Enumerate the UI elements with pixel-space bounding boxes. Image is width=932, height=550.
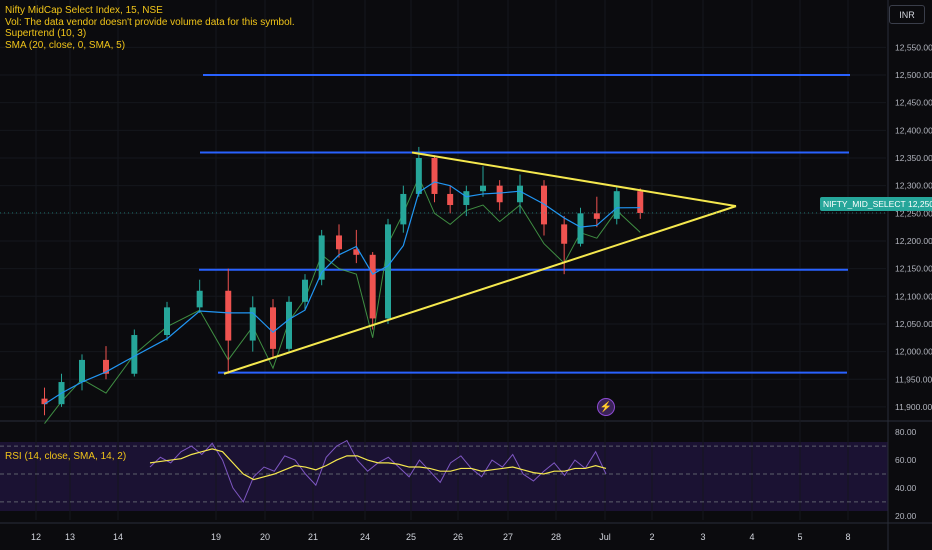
- grid: [0, 0, 886, 520]
- candle-body[interactable]: [249, 307, 256, 341]
- chart-legend: Nifty MidCap Select Index, 15, NSE Vol: …: [5, 5, 295, 51]
- time-axis-tick-5: 21: [308, 532, 318, 542]
- candle-body[interactable]: [318, 235, 325, 280]
- candle-body[interactable]: [336, 235, 342, 250]
- time-axis-tick-0: 12: [31, 532, 41, 542]
- candle-body[interactable]: [613, 191, 620, 219]
- time-axis-tick-1: 13: [65, 532, 75, 542]
- candle-body[interactable]: [270, 307, 276, 349]
- sma-label[interactable]: SMA (20, close, 0, SMA, 5): [5, 39, 126, 51]
- candle-body[interactable]: [41, 398, 48, 405]
- rsi-axis-tick-1: 60.00: [895, 455, 917, 465]
- time-axis-tick-13: 3: [700, 532, 705, 542]
- time-axis-tick-11: Jul: [599, 532, 611, 542]
- candle-body[interactable]: [225, 290, 232, 341]
- time-axis-tick-10: 28: [551, 532, 561, 542]
- candle-body[interactable]: [302, 279, 308, 302]
- time-axis-tick-14: 4: [749, 532, 754, 542]
- price-axis-tick-12: 11,950.00: [895, 374, 932, 384]
- candle-body[interactable]: [577, 213, 584, 244]
- time-axis-tick-2: 14: [113, 532, 123, 542]
- time-axis-tick-3: 19: [211, 532, 221, 542]
- price-axis-tick-1: 12,500.00: [895, 70, 932, 80]
- candle-body[interactable]: [447, 193, 454, 206]
- candle-body[interactable]: [561, 224, 568, 244]
- candle-body[interactable]: [369, 254, 376, 319]
- last-price-value: 12,250.60: [908, 199, 932, 209]
- price-axis-tick-7: 12,200.00: [895, 236, 932, 246]
- price-axis-tick-3: 12,400.00: [895, 125, 932, 135]
- symbol-tag-label: NIFTY_MID_SELECT: [823, 199, 906, 209]
- candle-body[interactable]: [431, 158, 438, 194]
- candle-body[interactable]: [353, 249, 360, 255]
- price-axis-tick-5: 12,300.00: [895, 181, 932, 191]
- rsi-ma-line: [149, 448, 607, 481]
- price-axis-tick-6: 12,250.00: [895, 208, 932, 218]
- sma-line: [44, 181, 641, 405]
- triangle-upper-trendline[interactable]: [411, 151, 737, 208]
- price-axis-tick-2: 12,450.00: [895, 98, 932, 108]
- candle-body[interactable]: [196, 290, 203, 308]
- price-axis-tick-13: 11,900.00: [895, 402, 932, 412]
- time-axis-tick-8: 26: [453, 532, 463, 542]
- currency-selector[interactable]: INR: [889, 5, 925, 24]
- price-axis-tick-9: 12,100.00: [895, 291, 932, 301]
- price-axis-tick-4: 12,350.00: [895, 153, 932, 163]
- lightning-icon[interactable]: ⚡: [597, 398, 615, 416]
- rsi-axis-tick-3: 20.00: [895, 511, 917, 521]
- candle-body[interactable]: [131, 335, 138, 374]
- supertrend-label[interactable]: Supertrend (10, 3): [5, 28, 87, 39]
- candle-body[interactable]: [541, 185, 547, 225]
- candle-body[interactable]: [496, 185, 503, 203]
- candle-body[interactable]: [415, 158, 422, 194]
- price-axis-tick-0: 12,550.00: [895, 42, 932, 52]
- rsi-axis-tick-2: 40.00: [895, 483, 917, 493]
- time-axis-tick-6: 24: [360, 532, 370, 542]
- symbol-title[interactable]: Nifty MidCap Select Index, 15, NSE: [5, 5, 163, 16]
- rsi-axis-tick-0: 80.00: [895, 427, 917, 437]
- candle-body[interactable]: [593, 213, 600, 219]
- triangle-lower-trendline[interactable]: [223, 205, 737, 375]
- rsi-band-fill: [0, 442, 888, 511]
- candle-body[interactable]: [286, 301, 292, 349]
- price-axis-tick-11: 12,000.00: [895, 347, 932, 357]
- candle-body[interactable]: [463, 191, 470, 206]
- time-axis-tick-12: 2: [649, 532, 654, 542]
- candle-body[interactable]: [164, 307, 170, 336]
- candle-body[interactable]: [400, 193, 407, 225]
- time-axis-tick-4: 20: [260, 532, 270, 542]
- candle-body[interactable]: [103, 359, 109, 374]
- time-axis-tick-15: 5: [797, 532, 802, 542]
- candle-body[interactable]: [517, 185, 523, 203]
- candle-body[interactable]: [637, 191, 644, 213]
- time-axis-tick-7: 25: [406, 532, 416, 542]
- time-axis-tick-16: 8: [845, 532, 850, 542]
- rsi-legend[interactable]: RSI (14, close, SMA, 14, 2): [5, 451, 127, 462]
- price-axis-tick-10: 12,050.00: [895, 319, 932, 329]
- candle-body[interactable]: [79, 359, 85, 383]
- volume-note: Vol: The data vendor doesn't provide vol…: [5, 16, 295, 28]
- price-axis-tick-8: 12,150.00: [895, 264, 932, 274]
- candle-body[interactable]: [385, 224, 391, 319]
- candle-body[interactable]: [480, 185, 486, 192]
- time-axis-tick-9: 27: [503, 532, 513, 542]
- last-price-tag: NIFTY_MID_SELECT 12,250.60: [820, 197, 932, 211]
